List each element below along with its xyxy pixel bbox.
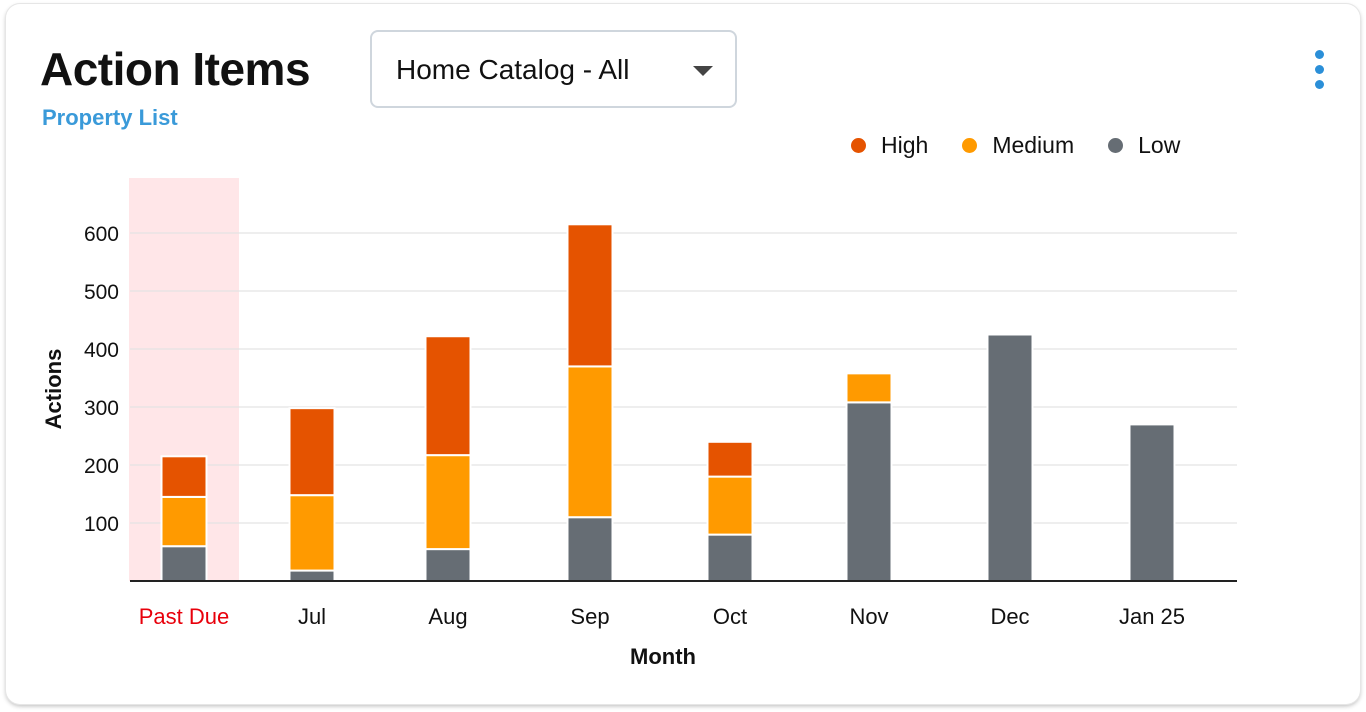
legend-item-medium[interactable]: Medium	[962, 132, 1074, 159]
kebab-menu-icon[interactable]	[1307, 48, 1333, 92]
bar-high	[424, 335, 472, 457]
legend-label: Medium	[992, 131, 1075, 158]
y-tick-label: 100	[84, 513, 119, 536]
x-tick-label: Dec	[990, 604, 1029, 629]
kebab-dot	[1315, 80, 1324, 89]
legend-swatch	[851, 137, 866, 153]
x-tick-label: Jan 25	[1119, 604, 1185, 629]
property-list-link[interactable]: Property List	[42, 105, 178, 130]
bar-high	[160, 455, 208, 498]
y-tick-label: 300	[84, 397, 119, 420]
bar-low	[160, 545, 208, 583]
legend-label: Low	[1138, 131, 1181, 158]
chevron-down-icon	[693, 66, 713, 76]
bar-medium	[706, 475, 754, 536]
x-tick-label: Nov	[849, 604, 888, 629]
legend-item-high[interactable]: High	[851, 132, 928, 159]
legend-swatch	[962, 137, 978, 153]
x-tick-label: Aug	[428, 604, 467, 629]
legend-label: High	[881, 131, 929, 158]
bar-medium	[424, 454, 472, 551]
bar-low	[845, 401, 893, 582]
action-items-card: Action Items Property List Home Catalog …	[6, 4, 1360, 704]
bar-medium	[845, 372, 893, 404]
kebab-dot	[1315, 65, 1324, 74]
bar-medium	[288, 494, 336, 572]
catalog-filter-value: Home Catalog - All	[396, 54, 630, 85]
x-tick-label: Jul	[298, 604, 326, 629]
bar-low	[706, 533, 754, 582]
bar-low	[1128, 423, 1176, 582]
bar-medium	[160, 495, 208, 548]
page-title: Action Items	[40, 43, 311, 95]
x-tick-label: Past Due	[139, 604, 230, 629]
x-tick-label: Oct	[713, 604, 747, 629]
legend-swatch	[1108, 137, 1124, 153]
bar-low	[986, 333, 1034, 582]
legend-item-low[interactable]: Low	[1108, 132, 1180, 159]
catalog-filter-select[interactable]: Home Catalog - All	[370, 30, 737, 108]
chart-legend: High Medium Low	[851, 130, 1214, 160]
stacked-bar-chart: 100 200 300 400 500 600 Past Due Jul Aug Sep Oct No…	[41, 178, 1237, 669]
bar-low	[288, 569, 336, 582]
bar-medium	[566, 365, 614, 519]
x-axis-title: Month	[630, 644, 696, 669]
y-axis-title: Actions	[41, 349, 66, 430]
bar-low	[566, 516, 614, 583]
y-tick-label: 500	[84, 281, 119, 304]
x-tick-label: Sep	[570, 604, 609, 629]
bar-low	[424, 548, 472, 582]
kebab-dot	[1315, 50, 1324, 59]
y-tick-label: 600	[84, 223, 119, 246]
bar-high	[566, 223, 614, 368]
bar-high	[288, 407, 336, 497]
y-tick-label: 400	[84, 339, 119, 362]
bar-high	[706, 440, 754, 478]
y-tick-label: 200	[84, 455, 119, 478]
